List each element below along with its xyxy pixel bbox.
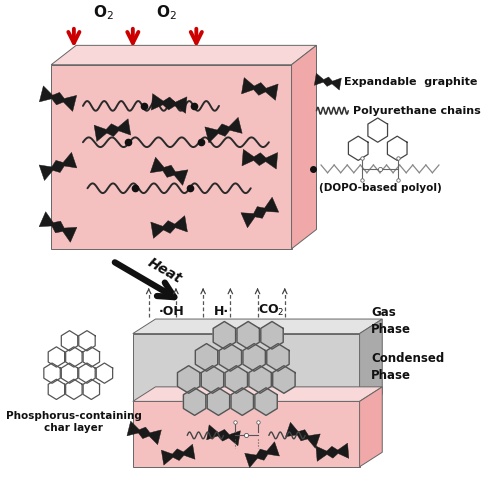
Polygon shape (360, 319, 382, 409)
Polygon shape (206, 425, 240, 446)
Polygon shape (39, 212, 77, 242)
Text: Polyurethane chains: Polyurethane chains (353, 106, 480, 116)
Polygon shape (261, 322, 283, 349)
Polygon shape (292, 45, 316, 249)
Polygon shape (184, 388, 206, 415)
Polygon shape (51, 45, 316, 65)
Polygon shape (213, 322, 236, 349)
Polygon shape (151, 216, 188, 238)
Polygon shape (133, 401, 360, 467)
Polygon shape (39, 152, 77, 181)
Polygon shape (316, 443, 349, 462)
Polygon shape (133, 319, 382, 333)
Polygon shape (40, 86, 76, 111)
Polygon shape (286, 422, 320, 448)
Text: O$_2$: O$_2$ (156, 3, 177, 22)
Polygon shape (51, 65, 292, 249)
Text: Phosphorus-containing
char layer: Phosphorus-containing char layer (6, 411, 142, 434)
Polygon shape (178, 366, 200, 393)
Polygon shape (231, 388, 254, 415)
Polygon shape (249, 366, 272, 393)
Polygon shape (133, 333, 360, 409)
Polygon shape (243, 344, 266, 371)
Text: O$_2$: O$_2$ (93, 3, 114, 22)
Polygon shape (241, 197, 279, 228)
Text: Expandable  graphite: Expandable graphite (344, 77, 477, 87)
Text: (DOPO-based polyol): (DOPO-based polyol) (318, 184, 442, 193)
Polygon shape (150, 157, 188, 186)
Text: CO$_2$: CO$_2$ (258, 302, 284, 318)
Polygon shape (314, 73, 342, 90)
Polygon shape (219, 344, 242, 371)
Polygon shape (133, 387, 382, 401)
Polygon shape (360, 387, 382, 467)
Text: Gas
Phase: Gas Phase (371, 306, 411, 336)
Polygon shape (272, 366, 295, 393)
Text: H·: H· (214, 304, 229, 318)
Text: Condensed
Phase: Condensed Phase (371, 353, 444, 382)
Polygon shape (242, 78, 278, 100)
Polygon shape (205, 117, 242, 143)
Polygon shape (242, 149, 278, 169)
Polygon shape (94, 119, 130, 141)
Polygon shape (237, 322, 260, 349)
Polygon shape (225, 366, 248, 393)
Polygon shape (267, 344, 289, 371)
Text: ·OH: ·OH (158, 304, 184, 318)
Polygon shape (255, 388, 277, 415)
Polygon shape (202, 366, 224, 393)
Polygon shape (152, 94, 187, 113)
Polygon shape (196, 344, 218, 371)
Text: Heat: Heat (145, 255, 184, 286)
Polygon shape (162, 444, 195, 465)
Polygon shape (207, 388, 230, 415)
Polygon shape (127, 421, 162, 445)
Polygon shape (244, 442, 280, 467)
